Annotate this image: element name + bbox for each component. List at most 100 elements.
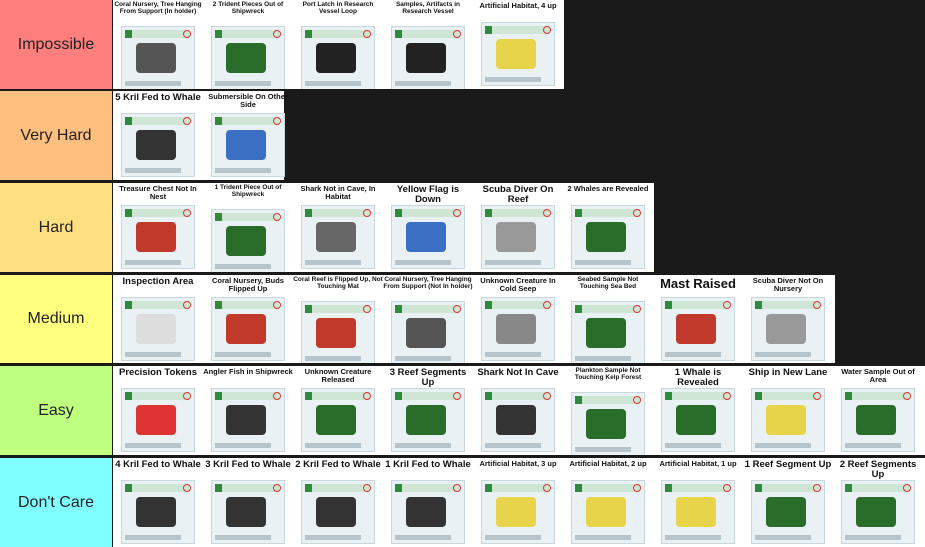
lego-model-icon xyxy=(586,318,626,348)
mission-card-image xyxy=(301,205,375,269)
card-header-bar xyxy=(125,117,189,125)
tier-item-card[interactable]: Scuba Diver On Reef xyxy=(473,183,563,272)
mission-card-image xyxy=(121,388,195,452)
card-header-bar xyxy=(305,484,369,492)
tier-item-card[interactable]: Artificial Habitat, 4 up xyxy=(473,0,563,89)
card-header-bar xyxy=(575,484,639,492)
tier-item-card[interactable]: Shark Not in Cave, In Habitat xyxy=(293,183,383,272)
tier-item-card[interactable]: Artificial Habitat, 1 up xyxy=(653,458,743,547)
tier-item-card[interactable]: 2 Trident Pieces Out of Shipwreck xyxy=(203,0,293,89)
tier-items: 5 Kril Fed to Whale Submersible On Other … xyxy=(113,91,288,180)
card-title: Coral Nursery, Tree Hanging From Support… xyxy=(383,276,473,290)
card-caption-lines xyxy=(215,352,271,357)
lego-model-icon xyxy=(316,405,356,435)
no-entry-icon xyxy=(453,484,461,492)
card-caption-lines xyxy=(575,535,631,540)
tier-item-card[interactable]: Coral Reef is Flipped Up, Not Touching M… xyxy=(293,275,383,363)
tier-item-card[interactable]: Angler Fish in Shipwreck xyxy=(203,366,293,455)
tier-item-card[interactable]: Port Latch in Research Vessel Loop xyxy=(293,0,383,89)
tier-row: Impossible Coral Nursery, Tree Hanging Fr… xyxy=(0,0,925,89)
lego-model-icon xyxy=(136,405,176,435)
no-entry-icon xyxy=(273,484,281,492)
tier-item-card[interactable]: 4 Kril Fed to Whale xyxy=(113,458,203,547)
lego-model-icon xyxy=(316,318,356,348)
tier-item-card[interactable]: 1 Reef Segment Up xyxy=(743,458,833,547)
lego-model-icon xyxy=(226,314,266,344)
card-title: Precision Tokens xyxy=(119,367,197,378)
tier-item-card[interactable]: Water Sample Out of Area xyxy=(833,366,923,455)
tier-item-card[interactable]: Unknown Creature Released xyxy=(293,366,383,455)
tier-item-card[interactable]: 1 Whale is Revealed xyxy=(653,366,743,455)
tier-item-card[interactable]: 2 Reef Segments Up xyxy=(833,458,923,547)
tier-item-card[interactable]: Yellow Flag is Down xyxy=(383,183,473,272)
tier-item-card[interactable]: Submersible On Other Side xyxy=(203,91,293,180)
lego-model-icon xyxy=(586,222,626,252)
tier-item-card[interactable]: 1 Kril Fed to Whale xyxy=(383,458,473,547)
card-caption-lines xyxy=(575,260,631,265)
tier-row: Easy Precision Tokens Angler Fish in Shipw… xyxy=(0,366,925,455)
mission-card-image xyxy=(121,26,195,89)
card-title: Unknown Creature In Cold Seep xyxy=(480,276,556,293)
card-header-bar xyxy=(485,209,549,217)
no-entry-icon xyxy=(453,30,461,38)
tier-item-card[interactable]: Coral Nursery, Buds Flipped Up xyxy=(203,275,293,363)
mission-card-image xyxy=(211,480,285,544)
card-title: Yellow Flag is Down xyxy=(396,184,460,205)
tier-item-card[interactable]: Coral Nursery, Tree Hanging From Support… xyxy=(383,275,473,363)
tier-item-card[interactable]: Unknown Creature In Cold Seep xyxy=(473,275,563,363)
tier-label[interactable]: Don't Care xyxy=(0,458,112,547)
tier-label[interactable]: Easy xyxy=(0,366,112,455)
card-header-bar xyxy=(395,209,459,217)
tier-item-card[interactable]: Scuba Diver Not On Nursery xyxy=(743,275,833,363)
mission-card-image xyxy=(301,26,375,89)
tier-label[interactable]: Very Hard xyxy=(0,91,112,180)
tier-item-card[interactable]: Plankton Sample Not Touching Kelp Forest xyxy=(563,366,653,455)
card-header-bar xyxy=(665,484,729,492)
tier-item-card[interactable]: Mast Raised xyxy=(653,275,743,363)
tier-item-card[interactable]: 5 Kril Fed to Whale xyxy=(113,91,203,180)
tier-item-card[interactable]: Ship in New Lane xyxy=(743,366,833,455)
mission-card-image xyxy=(391,205,465,269)
tier-item-card[interactable]: Seabed Sample Not Touching Sea Bed xyxy=(563,275,653,363)
tier-row: Very Hard 5 Kril Fed to Whale Submersible … xyxy=(0,91,925,180)
lego-model-icon xyxy=(226,43,266,73)
tier-item-card[interactable]: Samples, Artifacts in Research Vessel xyxy=(383,0,473,89)
mission-card-image xyxy=(661,480,735,544)
lego-model-icon xyxy=(766,405,806,435)
no-entry-icon xyxy=(183,484,191,492)
tier-item-card[interactable]: 2 Kril Fed to Whale xyxy=(293,458,383,547)
tier-item-card[interactable]: 3 Kril Fed to Whale xyxy=(203,458,293,547)
card-title: Artificial Habitat, 4 up xyxy=(479,1,557,10)
card-caption-lines xyxy=(395,535,451,540)
card-title: 3 Reef Segments Up xyxy=(389,367,467,388)
card-caption-lines xyxy=(215,168,271,173)
tier-label[interactable]: Hard xyxy=(0,183,112,272)
tier-item-card[interactable]: Inspection Area xyxy=(113,275,203,363)
lego-model-icon xyxy=(496,405,536,435)
tier-items: Treasure Chest Not In Nest 1 Trident Piec… xyxy=(113,183,654,272)
card-title: Scuba Diver Not On Nursery xyxy=(752,276,824,293)
tier-label[interactable]: Impossible xyxy=(0,0,112,89)
tier-row: Hard Treasure Chest Not In Nest 1 Trident … xyxy=(0,183,925,272)
no-entry-icon xyxy=(453,305,461,313)
card-caption-lines xyxy=(395,81,451,86)
card-header-bar xyxy=(845,392,909,400)
tier-item-card[interactable]: Precision Tokens xyxy=(113,366,203,455)
tier-item-card[interactable]: Treasure Chest Not In Nest xyxy=(113,183,203,272)
mission-card-image xyxy=(211,113,285,177)
tier-item-card[interactable]: 1 Trident Piece Out of Shipwreck xyxy=(203,183,293,272)
tier-item-card[interactable]: 3 Reef Segments Up xyxy=(383,366,473,455)
card-caption-lines xyxy=(305,535,361,540)
lego-model-icon xyxy=(316,222,356,252)
tier-item-card[interactable]: Artificial Habitat, 3 up xyxy=(473,458,563,547)
lego-model-icon xyxy=(496,222,536,252)
tier-item-card[interactable]: Artificial Habitat, 2 up xyxy=(563,458,653,547)
lego-model-icon xyxy=(136,497,176,527)
tier-item-card[interactable]: Shark Not In Cave xyxy=(473,366,563,455)
tier-label[interactable]: Medium xyxy=(0,275,112,363)
tier-item-card[interactable]: 2 Whales are Revealed xyxy=(563,183,653,272)
lego-model-icon xyxy=(316,497,356,527)
card-title: 2 Reef Segments Up xyxy=(839,459,917,480)
tier-item-card[interactable]: Coral Nursery, Tree Hanging From Support… xyxy=(113,0,203,89)
no-entry-icon xyxy=(183,301,191,309)
